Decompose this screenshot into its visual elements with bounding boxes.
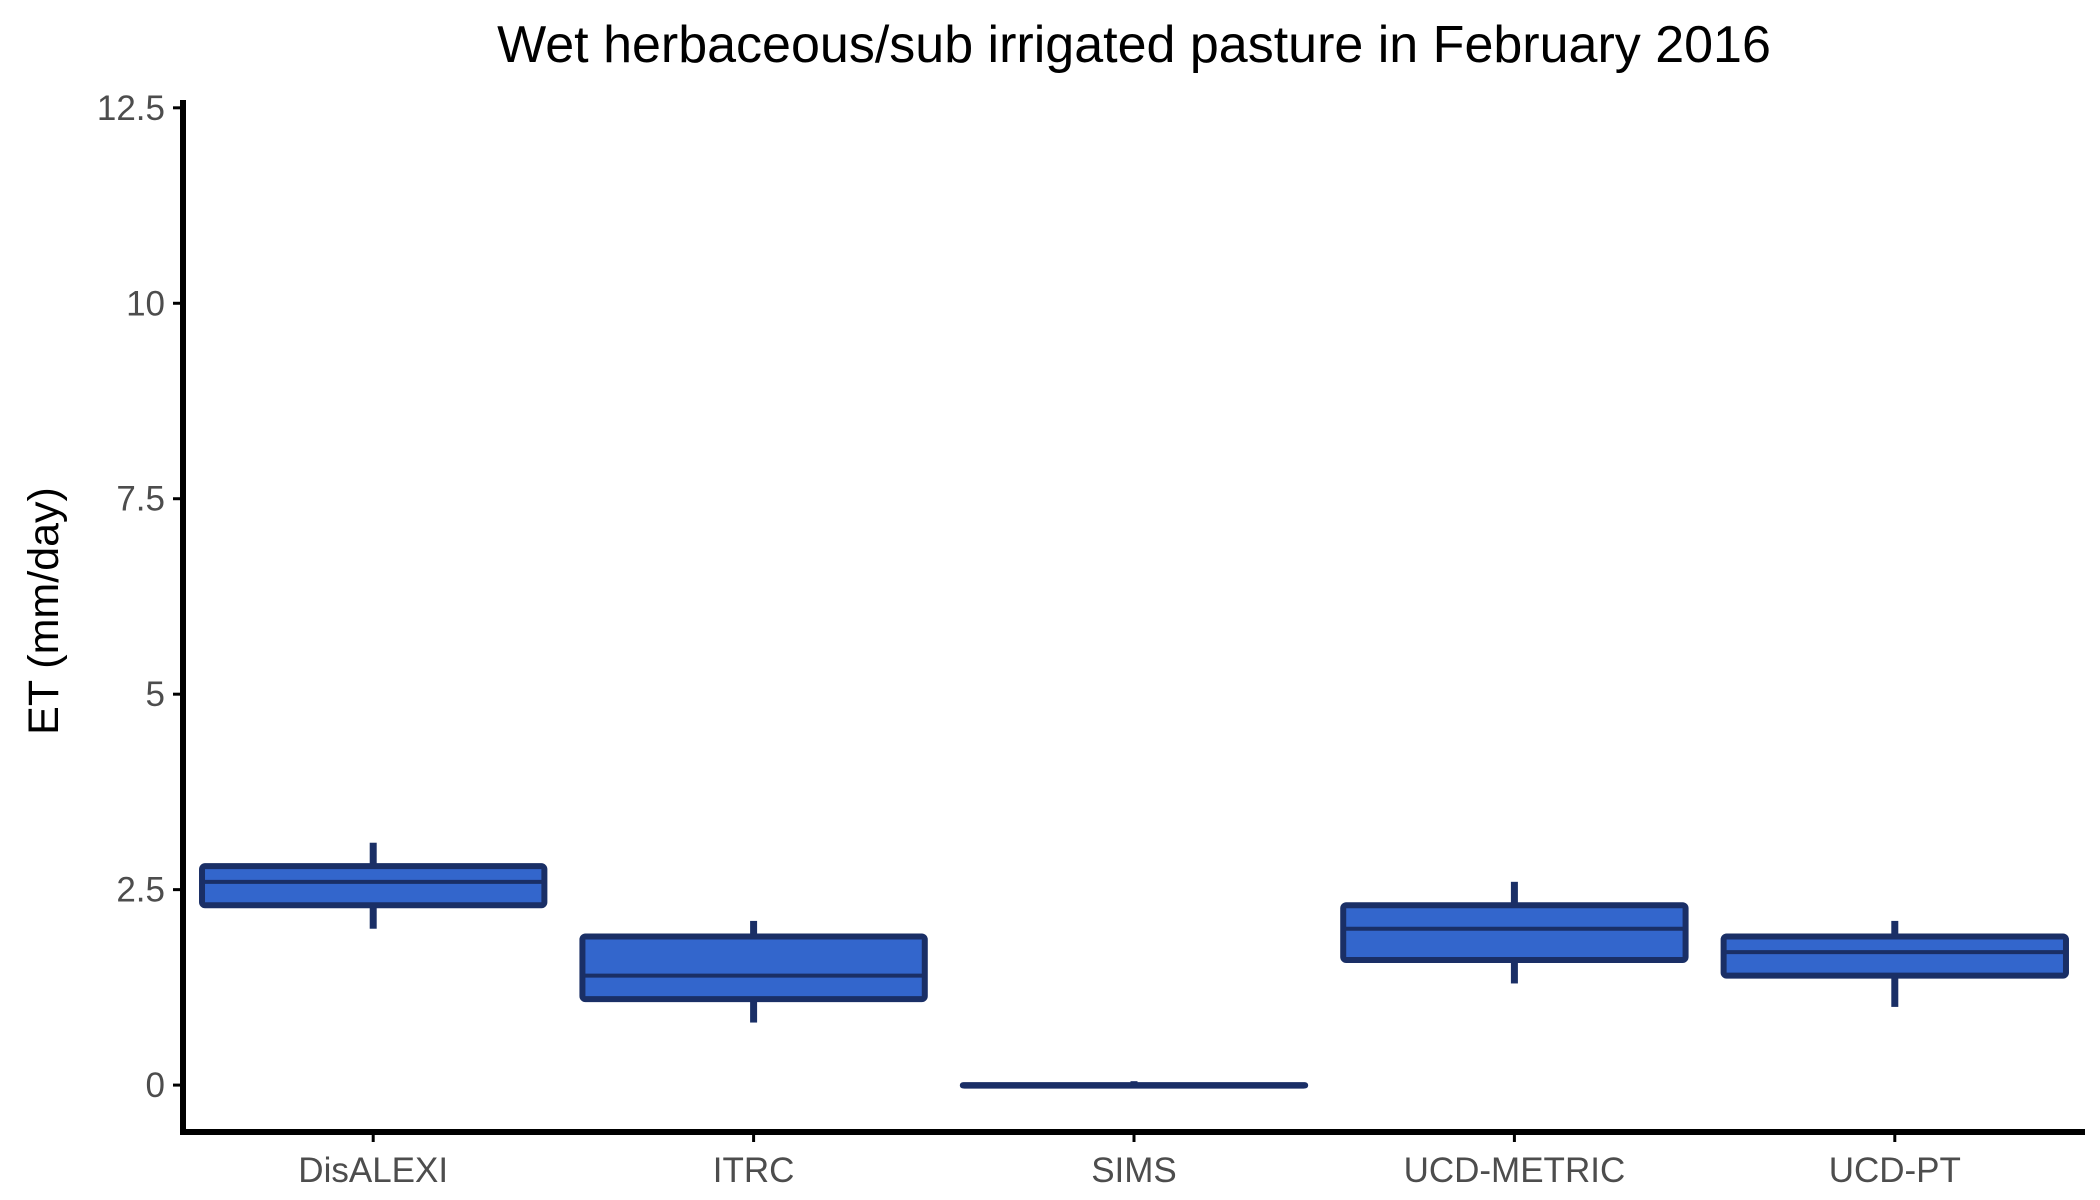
y-tick-label: 12.5 (97, 89, 165, 128)
axes-layer (180, 100, 2085, 1135)
box-ucd-metric (1340, 881, 1689, 984)
y-axis-label: ET (mm/day) (20, 487, 68, 735)
boxes-layer (199, 842, 2069, 1089)
x-tick-label: DisALEXI (298, 1151, 448, 1190)
y-tick-label: 7.5 (116, 480, 165, 519)
box-sims (959, 1081, 1309, 1089)
chart-title: Wet herbaceous/sub irrigated pasture in … (497, 16, 1771, 74)
box-disalexi (199, 842, 548, 929)
x-tick-label: UCD-PT (1829, 1151, 1961, 1190)
y-tick-label: 10 (126, 284, 165, 323)
y-tick-label: 5 (146, 675, 165, 714)
x-tick-label: ITRC (713, 1151, 795, 1190)
box-iqr (1720, 933, 2069, 979)
y-tick-label: 2.5 (116, 871, 165, 910)
y-tick-label: 0 (146, 1066, 165, 1105)
y-axis-ticks: 0 2.5 5 7.5 10 12.5 (97, 89, 183, 1105)
box-iqr (199, 863, 548, 909)
x-axis-ticks: DisALEXI ITRC SIMS UCD-METRIC UCD-PT (298, 1132, 1961, 1190)
box-iqr (1340, 902, 1689, 963)
x-tick-label: UCD-METRIC (1404, 1151, 1626, 1190)
box-itrc (579, 920, 928, 1023)
x-tick-label: SIMS (1091, 1151, 1177, 1190)
box-iqr (579, 933, 928, 1003)
box-ucd-pt (1720, 920, 2069, 1007)
